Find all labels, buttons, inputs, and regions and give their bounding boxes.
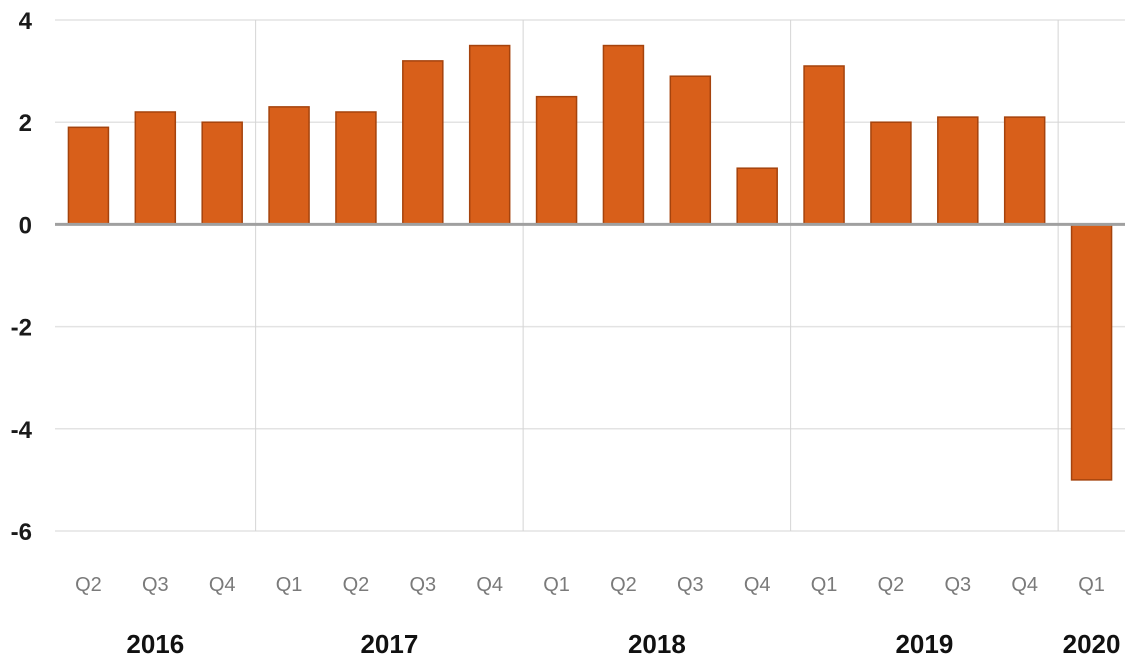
x-tick-label: Q3	[944, 574, 971, 596]
year-label: 2020	[1063, 629, 1121, 659]
year-separators	[255, 20, 1059, 531]
bar	[1070, 223, 1113, 481]
year-label: 2018	[628, 629, 686, 659]
x-tick-label: Q3	[677, 574, 704, 596]
bar	[736, 167, 778, 226]
bar	[335, 111, 377, 226]
y-tick-label: 0	[19, 212, 32, 239]
x-tick-label: Q3	[409, 574, 436, 596]
x-tick-label: Q1	[1078, 574, 1105, 596]
bar	[1003, 116, 1046, 226]
bar	[468, 44, 511, 226]
bar	[535, 95, 578, 226]
x-axis-ticks: Q2 Q3 Q4 Q1 Q2 Q3 Q4 Q1 Q2 Q3 Q4 Q1 Q2 Q3 Q4 Q1	[75, 574, 1105, 596]
year-label: 2019	[895, 629, 953, 659]
x-tick-label: Q4	[744, 574, 771, 596]
x-tick-label: Q4	[476, 574, 503, 596]
x-tick-label: Q2	[343, 574, 370, 596]
bar	[870, 121, 912, 226]
year-labels: 2016 2017 2018 2019 2020	[126, 629, 1120, 659]
bar	[937, 116, 979, 226]
year-label: 2016	[126, 629, 184, 659]
x-tick-label: Q4	[209, 574, 236, 596]
gridlines	[55, 19, 1125, 532]
bar	[201, 121, 243, 226]
bar	[402, 60, 444, 226]
y-tick-label: -2	[11, 315, 32, 342]
bars	[67, 44, 1113, 481]
bar	[67, 126, 110, 226]
bar	[602, 44, 645, 226]
bar	[669, 75, 712, 226]
bar	[803, 65, 845, 226]
y-tick-label: -4	[11, 417, 33, 444]
x-tick-label: Q4	[1011, 574, 1038, 596]
x-tick-label: Q3	[142, 574, 169, 596]
bar	[268, 106, 310, 226]
x-tick-label: Q1	[543, 574, 570, 596]
x-tick-label: Q2	[75, 574, 102, 596]
x-tick-label: Q2	[610, 574, 637, 596]
x-tick-label: Q1	[276, 574, 303, 596]
y-tick-label: 2	[19, 110, 32, 137]
bar	[134, 111, 177, 226]
year-label: 2017	[360, 629, 418, 659]
y-tick-label: 4	[19, 8, 33, 35]
x-tick-label: Q2	[878, 574, 905, 596]
x-tick-label: Q1	[811, 574, 838, 596]
y-tick-label: -6	[11, 519, 32, 546]
y-axis-ticks: 4 2 0 -2 -4 -6	[11, 8, 33, 546]
